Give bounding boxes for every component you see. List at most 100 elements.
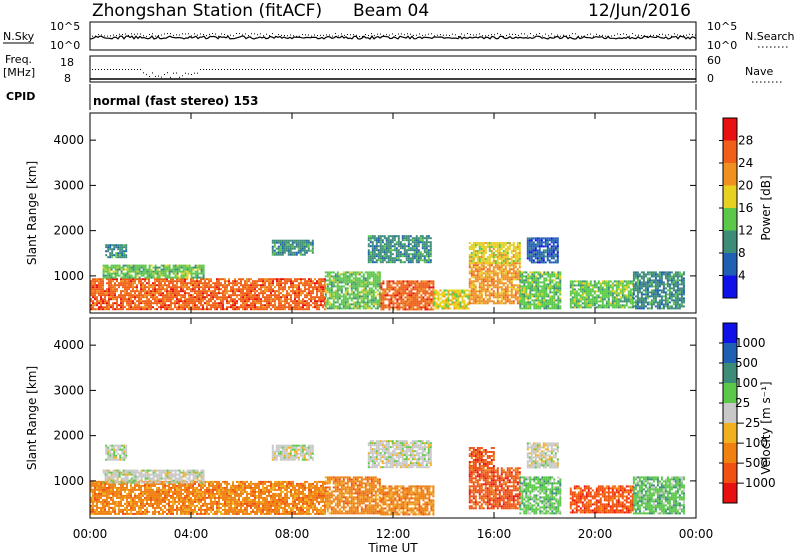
- heatmap-cell: [352, 277, 355, 280]
- heatmap-cell: [370, 301, 373, 304]
- heatmap-cell: [222, 304, 224, 307]
- heatmap-cell: [108, 300, 110, 303]
- heatmap-cell: [402, 294, 405, 297]
- heatmap-cell: [370, 271, 373, 274]
- heatmap-cell: [106, 272, 109, 275]
- heatmap-cell: [200, 296, 202, 299]
- heatmap-cell: [98, 280, 100, 283]
- heatmap-cell: [282, 282, 284, 285]
- heatmap-cell: [283, 247, 286, 250]
- heatmap-cell: [490, 272, 493, 275]
- heatmap-cell: [174, 264, 177, 267]
- heatmap-cell: [408, 300, 411, 303]
- heatmap-cell: [455, 305, 458, 308]
- heatmap-cell: [476, 276, 479, 279]
- heatmap-cell: [352, 295, 355, 298]
- heatmap-cell: [571, 286, 574, 289]
- nsearch-point: [479, 33, 480, 35]
- heatmap-cell: [532, 237, 535, 240]
- heatmap-cell: [290, 280, 292, 283]
- heatmap-cell: [533, 303, 536, 306]
- heatmap-cell: [439, 293, 442, 296]
- heatmap-cell: [238, 306, 240, 309]
- heatmap-cell: [519, 305, 522, 308]
- heatmap-cell: [115, 244, 118, 247]
- heatmap-cell: [417, 243, 420, 246]
- heatmap-cell: [379, 245, 382, 248]
- heatmap-cell: [284, 298, 286, 301]
- heatmap-cell: [482, 262, 485, 264]
- heatmap-cell: [546, 259, 549, 262]
- heatmap-cell: [128, 288, 130, 291]
- heatmap-cell: [380, 294, 383, 297]
- heatmap-cell: [378, 273, 381, 276]
- nsearch-point: [605, 35, 606, 37]
- nsearch-point: [419, 33, 420, 35]
- heatmap-cell: [500, 296, 503, 299]
- heatmap-region: [569, 280, 634, 309]
- heatmap-cell: [552, 247, 555, 250]
- heatmap-cell: [186, 288, 188, 291]
- heatmap-cell: [557, 305, 560, 308]
- heatmap-cell: [344, 299, 347, 302]
- heatmap-cell: [375, 255, 378, 258]
- heatmap-cell: [547, 307, 550, 310]
- heatmap-cell: [527, 273, 530, 276]
- heatmap-cell: [322, 290, 324, 293]
- heatmap-cell: [246, 284, 248, 287]
- heatmap-cell: [429, 247, 432, 250]
- nsearch-point: [611, 35, 612, 37]
- heatmap-cell: [116, 274, 119, 277]
- heatmap-cell: [525, 281, 528, 284]
- heatmap-cell: [346, 299, 349, 302]
- heatmap-cell: [470, 298, 473, 301]
- nsearch-point: [644, 35, 645, 37]
- heatmap-cell: [318, 282, 320, 285]
- heatmap-cell: [294, 306, 296, 309]
- nsearch-point: [140, 33, 141, 35]
- nsearch-point: [683, 34, 684, 36]
- heatmap-cell: [210, 294, 212, 297]
- heatmap-cell: [496, 250, 499, 252]
- heatmap-cell: [276, 282, 278, 285]
- heatmap-cell: [366, 301, 369, 304]
- heatmap-cell: [216, 292, 218, 295]
- heatmap-cell: [218, 280, 220, 283]
- nsearch-point: [332, 35, 333, 37]
- heatmap-cell: [250, 298, 252, 301]
- heatmap-cell: [130, 308, 132, 311]
- heatmap-cell: [128, 272, 131, 275]
- heatmap-cell: [360, 289, 363, 292]
- heatmap-cell: [274, 300, 276, 303]
- heatmap-cell: [378, 295, 381, 298]
- heatmap-cell: [539, 275, 542, 278]
- heatmap-cell: [156, 270, 159, 273]
- heatmap-cell: [232, 308, 234, 311]
- heatmap-cell: [510, 284, 513, 287]
- heatmap-cell: [372, 275, 375, 278]
- nsearch-point: [617, 33, 618, 35]
- heatmap-cell: [164, 304, 166, 307]
- heatmap-cell: [170, 292, 172, 295]
- heatmap-cell: [138, 264, 141, 267]
- heatmap-cell: [492, 272, 495, 275]
- heatmap-cell: [275, 241, 278, 244]
- heatmap-cell: [182, 284, 184, 287]
- heatmap-cell: [474, 278, 477, 281]
- heatmap-cell: [548, 251, 551, 254]
- heatmap-cell: [102, 278, 104, 281]
- heatmap-cell: [573, 288, 576, 291]
- heatmap-cell: [297, 247, 300, 250]
- nave-point: [647, 69, 648, 70]
- heatmap-cell: [556, 257, 559, 260]
- heatmap-cell: [545, 301, 548, 304]
- heatmap-cell: [144, 300, 146, 303]
- heatmap-cell: [111, 250, 114, 253]
- heatmap-cell: [123, 246, 126, 249]
- heatmap-cell: [553, 283, 556, 286]
- heatmap-cell: [569, 282, 572, 285]
- heatmap-cell: [488, 254, 491, 256]
- heatmap-cell: [404, 292, 407, 295]
- heatmap-cell: [194, 270, 197, 273]
- heatmap-cell: [234, 302, 236, 305]
